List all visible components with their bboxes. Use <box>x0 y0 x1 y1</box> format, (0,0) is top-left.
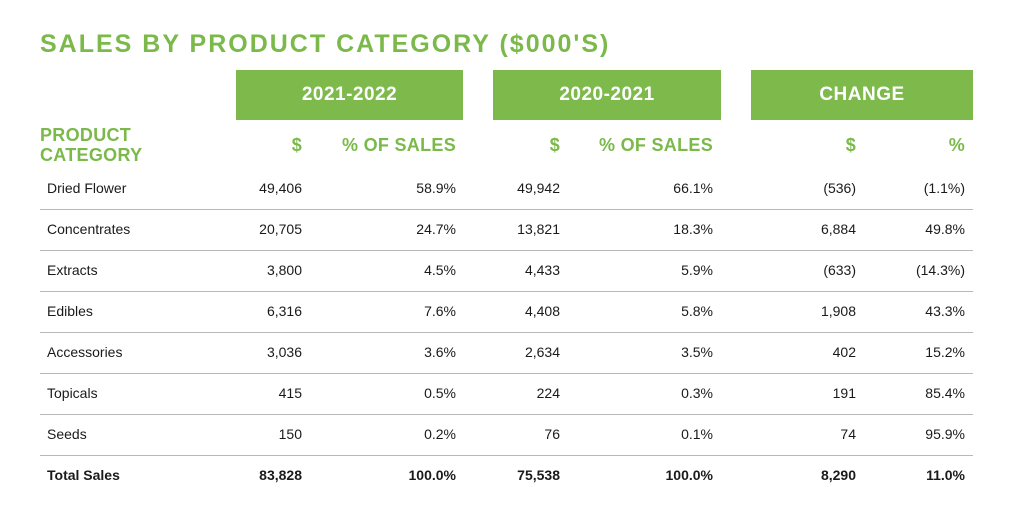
subheader-2020-2021-dollar: $ <box>549 135 560 155</box>
table-row: Accessories 3,036 3.6% 2,634 3.5% 402 15.2% <box>40 332 973 374</box>
table-row: Dried Flower 49,406 58.9% 49,942 66.1% (536) (… <box>40 168 973 210</box>
cell-category: Topicals <box>47 385 98 401</box>
cell-change-dollar: (536) <box>823 180 856 196</box>
period-2021-2022-header: 2021-2022 <box>236 70 463 120</box>
cell-pct-of-sales-2021-2022: 3.6% <box>424 344 456 360</box>
cell-dollar-2020-2021: 49,942 <box>517 180 560 196</box>
cell-pct-of-sales-2021-2022: 7.6% <box>424 303 456 319</box>
cell-dollar-2021-2022: 150 <box>278 426 302 442</box>
cell-change-dollar: 8,290 <box>820 467 856 483</box>
cell-dollar-2021-2022: 6,316 <box>266 303 302 319</box>
cell-change-pct: (1.1%) <box>923 180 965 196</box>
cell-change-pct: (14.3%) <box>915 262 965 278</box>
cell-dollar-2020-2021: 4,408 <box>524 303 560 319</box>
cell-pct-of-sales-2020-2021: 0.1% <box>681 426 713 442</box>
cell-pct-of-sales-2021-2022: 0.2% <box>424 426 456 442</box>
cell-pct-of-sales-2021-2022: 4.5% <box>424 262 456 278</box>
cell-change-dollar: 74 <box>840 426 856 442</box>
cell-pct-of-sales-2021-2022: 24.7% <box>416 221 456 237</box>
cell-dollar-2020-2021: 224 <box>536 385 560 401</box>
table-title: SALES BY PRODUCT CATEGORY ($000'S) <box>40 30 611 58</box>
table-row: Edibles 6,316 7.6% 4,408 5.8% 1,908 43.3% <box>40 291 973 333</box>
subheader-change-pct: % <box>948 135 965 155</box>
cell-category: Extracts <box>47 262 98 278</box>
cell-pct-of-sales-2021-2022: 100.0% <box>408 467 456 483</box>
cell-change-dollar: (633) <box>823 262 856 278</box>
cell-dollar-2020-2021: 4,433 <box>524 262 560 278</box>
subheader-2021-2022-pct-of-sales: % OF SALES <box>341 135 456 155</box>
cell-dollar-2021-2022: 83,828 <box>259 467 302 483</box>
table-row: Seeds 150 0.2% 76 0.1% 74 95.9% <box>40 414 973 456</box>
cell-pct-of-sales-2021-2022: 0.5% <box>424 385 456 401</box>
cell-pct-of-sales-2020-2021: 3.5% <box>681 344 713 360</box>
cell-category: Edibles <box>47 303 93 319</box>
cell-dollar-2021-2022: 3,036 <box>266 344 302 360</box>
cell-category: Total Sales <box>47 467 120 483</box>
total-row: Total Sales 83,828 100.0% 75,538 100.0% 8,290… <box>40 455 973 496</box>
table-row: Topicals 415 0.5% 224 0.3% 191 85.4% <box>40 373 973 415</box>
subheader-2020-2021-pct-of-sales: % OF SALES <box>598 135 713 155</box>
subheader-change-dollar: $ <box>845 135 856 155</box>
cell-change-pct: 11.0% <box>926 467 965 483</box>
product-category-header: PRODUCT CATEGORY <box>40 125 142 165</box>
cell-pct-of-sales-2020-2021: 18.3% <box>673 221 713 237</box>
cell-change-pct: 95.9% <box>925 426 965 442</box>
table-row: Extracts 3,800 4.5% 4,433 5.9% (633) (14.3%) <box>40 250 973 292</box>
cell-dollar-2020-2021: 13,821 <box>517 221 560 237</box>
cell-category: Dried Flower <box>47 180 127 196</box>
cell-pct-of-sales-2020-2021: 5.8% <box>681 303 713 319</box>
cell-dollar-2020-2021: 2,634 <box>524 344 560 360</box>
cell-change-pct: 85.4% <box>925 385 965 401</box>
cell-change-dollar: 1,908 <box>820 303 856 319</box>
cell-pct-of-sales-2021-2022: 58.9% <box>416 180 456 196</box>
cell-change-pct: 49.8% <box>925 221 965 237</box>
cell-pct-of-sales-2020-2021: 5.9% <box>681 262 713 278</box>
cell-dollar-2021-2022: 415 <box>278 385 302 401</box>
cell-category: Accessories <box>47 344 123 360</box>
cell-dollar-2021-2022: 49,406 <box>259 180 302 196</box>
product-category-header-line1: PRODUCT <box>40 125 132 145</box>
cell-change-dollar: 191 <box>832 385 856 401</box>
product-category-header-line2: CATEGORY <box>40 145 143 165</box>
cell-dollar-2021-2022: 3,800 <box>266 262 302 278</box>
table-row: Concentrates 20,705 24.7% 13,821 18.3% 6,884 4… <box>40 209 973 251</box>
cell-pct-of-sales-2020-2021: 0.3% <box>681 385 713 401</box>
subheader-2021-2022-dollar: $ <box>291 135 302 155</box>
period-2020-2021-header: 2020-2021 <box>493 70 721 120</box>
cell-change-pct: 15.2% <box>925 344 965 360</box>
cell-dollar-2021-2022: 20,705 <box>259 221 302 237</box>
cell-category: Seeds <box>47 426 87 442</box>
cell-change-dollar: 6,884 <box>820 221 856 237</box>
change-header: CHANGE <box>751 70 973 120</box>
cell-pct-of-sales-2020-2021: 66.1% <box>673 180 713 196</box>
cell-change-dollar: 402 <box>832 344 856 360</box>
cell-change-pct: 43.3% <box>925 303 965 319</box>
cell-dollar-2020-2021: 76 <box>544 426 560 442</box>
cell-pct-of-sales-2020-2021: 100.0% <box>665 467 713 483</box>
cell-category: Concentrates <box>47 221 131 237</box>
cell-dollar-2020-2021: 75,538 <box>517 467 560 483</box>
